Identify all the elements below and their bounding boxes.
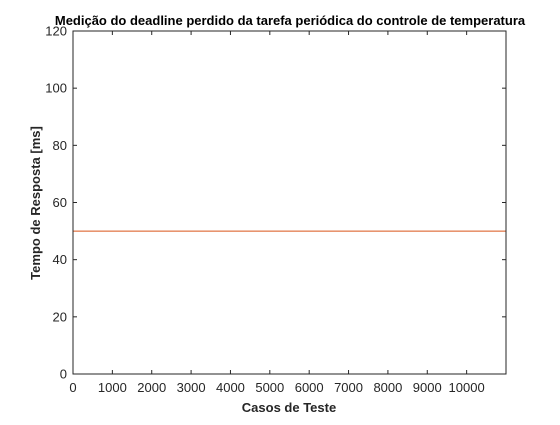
x-tick-label: 7000 — [334, 380, 363, 395]
y-tick-label: 80 — [53, 138, 67, 153]
y-tick-label: 0 — [60, 367, 67, 382]
y-axis-title: Tempo de Resposta [ms] — [28, 126, 43, 280]
x-tick-label: 3000 — [177, 380, 206, 395]
x-tick-label: 0 — [69, 380, 76, 395]
x-tick-label: 4000 — [216, 380, 245, 395]
y-tick-label: 100 — [45, 81, 67, 96]
y-tick-label: 40 — [53, 252, 67, 267]
plot-area: 0 1000 2000 3000 4000 5000 6000 7000 8000 9000 100… — [45, 24, 507, 395]
y-tick-label: 60 — [53, 195, 67, 210]
y-tick-label: 120 — [45, 24, 67, 39]
x-tick-label: 10000 — [449, 380, 485, 395]
x-axis-title: Casos de Teste — [242, 400, 336, 415]
plot-background — [73, 31, 506, 374]
x-tick-label: 8000 — [373, 380, 402, 395]
x-tick-label: 2000 — [137, 380, 166, 395]
x-tick-label: 1000 — [98, 380, 127, 395]
x-tick-label: 5000 — [255, 380, 284, 395]
x-tick-label: 6000 — [295, 380, 324, 395]
x-tick-label: 9000 — [413, 380, 442, 395]
y-tick-label: 20 — [53, 309, 67, 324]
chart-title: Medição do deadline perdido da tarefa pe… — [55, 13, 526, 28]
